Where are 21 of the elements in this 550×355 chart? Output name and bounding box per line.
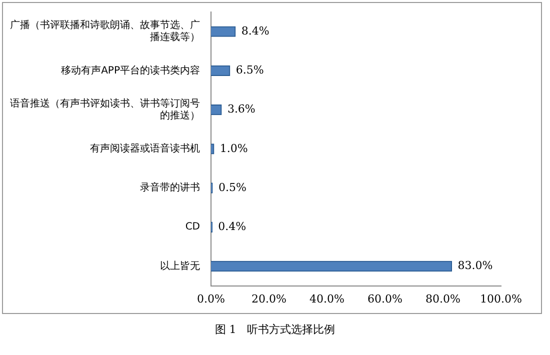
y-tick-label: CD xyxy=(185,222,200,233)
data-label: 3.6% xyxy=(227,102,256,116)
x-tick-label: 100.0% xyxy=(480,292,522,306)
x-tick-label: 40.0% xyxy=(310,292,344,306)
y-tick-label: 以上皆无 xyxy=(160,260,200,272)
caption: 图 1 听书方式选择比例 xyxy=(214,322,336,337)
y-tick-label: 广播（书评联播和诗歌朗诵、故事节选、广播连载等） xyxy=(10,19,200,44)
x-tick-label: 60.0% xyxy=(368,292,402,306)
x-tick-label: 80.0% xyxy=(426,292,460,306)
y-tick-label: 语音推送（有声书评如读书、讲书等订阅号的推送） xyxy=(10,97,200,122)
data-label: 1.0% xyxy=(220,142,248,155)
data-label: 0.4% xyxy=(218,220,246,233)
data-label: 8.4% xyxy=(241,24,270,38)
x-tick-label: 20.0% xyxy=(252,292,286,306)
data-label: 83.0% xyxy=(458,259,493,272)
data-label: 6.5% xyxy=(236,64,264,77)
y-tick-label: 移动有声APP平台的读书类内容 xyxy=(61,64,200,76)
y-tick-label: 有声阅读器或语音读书机 xyxy=(90,142,200,154)
data-label: 0.5% xyxy=(218,180,246,194)
y-tick-label: 录音带的讲书 xyxy=(140,182,200,194)
x-tick-label: 0.0% xyxy=(197,292,225,306)
